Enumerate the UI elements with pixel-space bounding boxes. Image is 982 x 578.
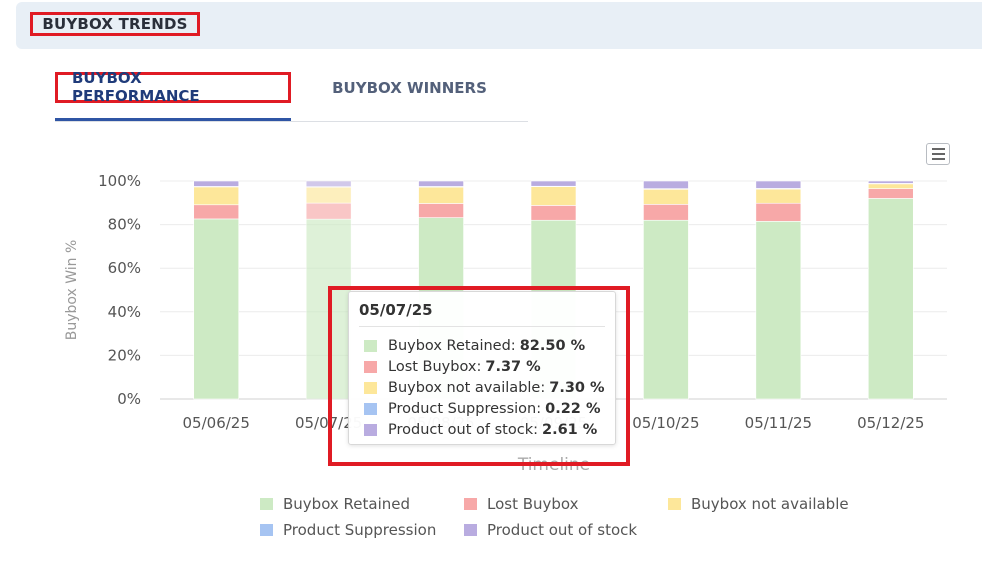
bar-segment-retained — [643, 219, 689, 400]
x-tick-label: 05/12/25 — [857, 414, 924, 432]
legend-swatch — [668, 498, 681, 510]
bar-segment-not_available — [418, 186, 464, 204]
bar-segment-out_of_stock — [305, 180, 352, 187]
bar-segment-retained — [867, 198, 914, 400]
chart-menu-button[interactable] — [926, 143, 950, 165]
legend-item-not_available[interactable]: Buybox not available — [668, 495, 849, 513]
legend-label: Buybox Retained — [283, 495, 411, 513]
chart-tooltip: 05/07/25 Buybox Retained: 82.50 % Lost Buy… — [348, 291, 616, 445]
legend-item-suppression[interactable]: Product Suppression — [260, 521, 436, 539]
tooltip-row-value: 7.37 % — [485, 359, 541, 375]
x-tick-label: 05/11/25 — [745, 414, 812, 432]
tooltip-row-label: Lost Buybox: — [388, 359, 482, 375]
tab-buybox-winners-label: BUYBOX WINNERS — [332, 79, 487, 97]
bar-segment-lost — [418, 203, 464, 218]
tooltip-row: Lost Buybox: 7.37 % — [364, 359, 541, 375]
section-header-bar — [16, 2, 982, 49]
legend-swatch — [260, 524, 273, 536]
bar-segment-retained — [305, 218, 352, 400]
y-tick-label: 100% — [98, 172, 141, 190]
bar-segment-lost — [530, 205, 577, 221]
section-title: BUYBOX TRENDS — [30, 12, 200, 36]
bar-segment-out_of_stock — [530, 180, 577, 187]
legend-label: Product out of stock — [487, 521, 638, 539]
bar-segment-out_of_stock — [418, 180, 464, 187]
tooltip-row-value: 82.50 % — [519, 338, 586, 354]
tooltip-row: Buybox not available: 7.30 % — [364, 380, 605, 396]
tab-buybox-performance[interactable]: BUYBOX PERFORMANCE — [55, 69, 291, 121]
tooltip-swatch — [364, 403, 377, 415]
bar-segment-out_of_stock — [755, 180, 802, 189]
tooltip-row-value: 7.30 % — [549, 380, 605, 396]
hamburger-menu-icon-line — [931, 153, 945, 155]
legend-swatch — [260, 498, 273, 510]
y-tick-label: 60% — [108, 259, 141, 277]
tooltip-row: Product out of stock: 2.61 % — [364, 422, 597, 438]
chart-legend: Buybox Retained Lost Buybox Buybox not ava… — [260, 495, 960, 555]
tooltip-title: 05/07/25 — [359, 301, 433, 319]
bar-segment-out_of_stock — [193, 180, 240, 187]
bar-segment-lost — [305, 202, 352, 220]
x-axis-label: Timeline — [517, 455, 590, 475]
bar-segment-out_of_stock — [643, 180, 689, 189]
y-axis-label: Buybox Win % — [64, 240, 80, 341]
bar-segment-retained — [193, 218, 240, 400]
bar-segment-not_available — [305, 186, 352, 204]
tooltip-swatch — [364, 340, 377, 352]
x-tick-label: 05/10/25 — [632, 414, 699, 432]
tooltip-row-label: Product out of stock: — [388, 422, 538, 438]
bar-segment-lost — [643, 204, 689, 221]
tooltip-row-label: Buybox Retained: — [388, 338, 516, 354]
tooltip-row-label: Product Suppression: — [388, 401, 542, 417]
bar-segment-not_available — [643, 188, 689, 205]
legend-label: Buybox not available — [691, 495, 849, 513]
tab-buybox-winners[interactable]: BUYBOX WINNERS — [291, 70, 528, 120]
tab-buybox-performance-label: BUYBOX PERFORMANCE — [55, 69, 291, 105]
hamburger-menu-icon — [931, 148, 945, 150]
y-tick-label: 20% — [108, 346, 141, 364]
section-title-text: BUYBOX TRENDS — [42, 15, 188, 33]
y-tick-label: 40% — [108, 303, 141, 321]
bar-segment-lost — [755, 202, 802, 222]
legend-label: Product Suppression — [283, 521, 437, 539]
legend-item-retained[interactable]: Buybox Retained — [260, 495, 410, 513]
tooltip-row-label: Buybox not available: — [388, 380, 546, 396]
x-tick-label: 05/06/25 — [183, 414, 250, 432]
bar-segment-lost — [193, 204, 240, 220]
bar-segment-not_available — [530, 186, 577, 206]
tooltip-row: Buybox Retained: 82.50 % — [364, 338, 585, 354]
tooltip-swatch — [364, 424, 377, 436]
legend-swatch — [464, 498, 477, 510]
legend-swatch — [464, 524, 477, 536]
tooltip-row-value: 0.22 % — [545, 401, 601, 417]
legend-item-out_of_stock[interactable]: Product out of stock — [464, 521, 637, 539]
y-tick-label: 0% — [117, 390, 141, 408]
bar-segment-not_available — [755, 188, 802, 204]
bar-segment-lost — [867, 188, 914, 199]
tooltip-swatch — [364, 361, 377, 373]
legend-label: Lost Buybox — [487, 495, 579, 513]
tooltip-row-value: 2.61 % — [541, 422, 598, 438]
tooltip-row: Product Suppression: 0.22 % — [364, 401, 600, 417]
hamburger-menu-icon-line — [931, 158, 945, 160]
legend-item-lost[interactable]: Lost Buybox — [464, 495, 579, 513]
tab-bar: BUYBOX PERFORMANCE BUYBOX WINNERS — [55, 69, 528, 122]
tooltip-divider — [359, 326, 605, 327]
bar-segment-out_of_stock — [867, 180, 914, 184]
bar-segment-retained — [755, 221, 802, 400]
y-tick-label: 80% — [108, 216, 141, 234]
tooltip-swatch — [364, 382, 377, 394]
bar-segment-not_available — [867, 183, 914, 189]
bar-segment-not_available — [193, 186, 240, 206]
